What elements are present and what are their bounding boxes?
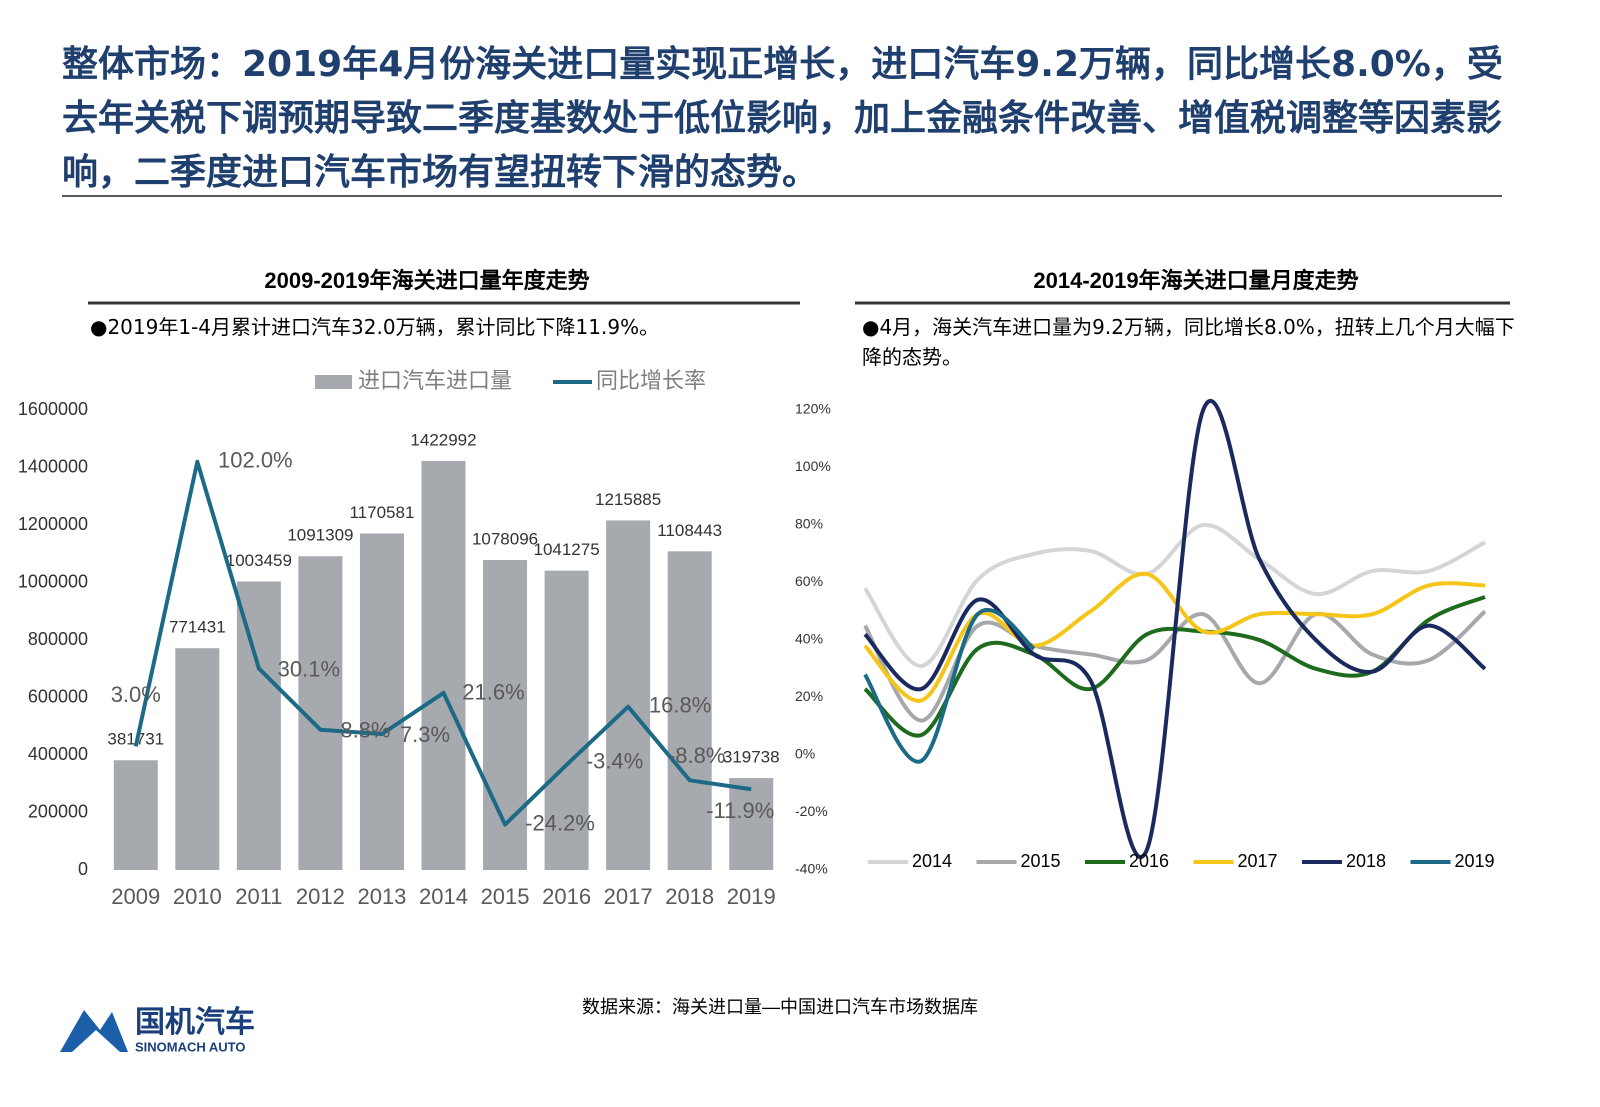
slide-title: 整体市场：2019年4月份海关进口量实现正增长，进口汽车9.2万辆，同比增长8.… (62, 44, 1503, 193)
y2-tick-label: 100% (795, 458, 831, 474)
logo: 国机汽车 SINOMACH AUTO (60, 1005, 255, 1054)
x-tick-label: 2010 (173, 884, 222, 909)
y2-tick-label: 60% (795, 573, 823, 589)
data-label: 1041275 (533, 540, 599, 559)
data-label: -8.8% (668, 743, 725, 768)
legend-label: 2016 (1129, 851, 1169, 871)
legend-label: 进口汽车进口量 (358, 368, 512, 393)
data-label: 1078096 (472, 530, 538, 549)
x-tick-label: 2009 (111, 884, 160, 909)
data-label: 1091309 (287, 526, 353, 545)
y-tick-label: 0 (78, 859, 88, 879)
data-label: 16.8% (649, 693, 711, 718)
data-label: 319738 (723, 748, 780, 767)
data-label: 1422992 (410, 430, 476, 449)
y2-tick-label: 120% (795, 401, 831, 417)
x-tick-label: 2019 (727, 884, 776, 909)
data-label: -11.9% (706, 798, 774, 823)
data-label: 1003459 (226, 551, 292, 570)
logo-mark (72, 1030, 120, 1052)
legend-label: 2015 (1021, 851, 1061, 871)
legend-label: 2018 (1346, 851, 1386, 871)
chart-note: ●2019年1-4月累计进口汽车32.0万辆，累计同比下降11.9%。 (90, 315, 660, 339)
y-tick-label: 1000000 (18, 571, 88, 591)
chart-title: 2014-2019年海关进口量月度走势 (1033, 268, 1358, 293)
bar (544, 570, 589, 870)
y-tick-label: 1400000 (18, 456, 88, 476)
bar (175, 648, 220, 870)
data-label: 7.3% (400, 722, 450, 747)
data-label: 1170581 (349, 503, 414, 522)
bar (421, 460, 466, 870)
legend-swatch (315, 375, 352, 389)
legend-label: 同比增长率 (596, 368, 706, 393)
y2-tick-label: 40% (795, 631, 823, 647)
x-tick-label: 2017 (604, 884, 653, 909)
legend-label: 2014 (912, 851, 952, 871)
chart-note: ●4月，海关汽车进口量为9.2万辆，同比增长8.0%，扭转上几个月大幅下降的态势… (862, 315, 1515, 369)
data-label: 102.0% (218, 448, 293, 473)
legend-label: 2017 (1238, 851, 1278, 871)
y-tick-label: 1200000 (18, 514, 88, 534)
series-line (863, 398, 1487, 860)
data-label: -24.2% (525, 810, 595, 835)
data-label: 8.8% (340, 718, 390, 743)
logo-mark (60, 1010, 128, 1052)
x-tick-label: 2016 (542, 884, 591, 909)
chart-title: 2009-2019年海关进口量年度走势 (264, 268, 589, 293)
y2-tick-label: 80% (795, 516, 823, 532)
x-tick-label: 2015 (481, 884, 530, 909)
data-label: 21.6% (462, 680, 524, 705)
logo-name: 国机汽车 (135, 1005, 255, 1039)
y2-tick-label: -40% (795, 861, 828, 877)
y2-tick-label: 0% (795, 746, 815, 762)
y-tick-label: 800000 (28, 629, 88, 649)
bar (359, 533, 404, 870)
source-note: 数据来源：海关进口量—中国进口汽车市场数据库 (582, 997, 978, 1017)
series-line (133, 459, 752, 827)
legend-label: 2019 (1455, 851, 1495, 871)
series-line (863, 608, 1036, 764)
y-tick-label: 200000 (28, 801, 88, 821)
bar (236, 581, 281, 870)
bar (667, 551, 712, 870)
y-tick-label: 600000 (28, 686, 88, 706)
x-tick-label: 2011 (235, 884, 282, 909)
y-tick-label: 1600000 (18, 399, 88, 419)
y2-tick-label: -20% (795, 803, 828, 819)
logo-english: SINOMACH AUTO (135, 1039, 246, 1054)
x-tick-label: 2012 (296, 884, 345, 909)
data-label: 3.0% (111, 682, 161, 707)
series-line (863, 523, 1486, 668)
x-tick-label: 2014 (419, 884, 468, 909)
y2-tick-label: 20% (795, 688, 823, 704)
x-tick-label: 2018 (665, 884, 714, 909)
data-label: 1215885 (595, 490, 661, 509)
data-label: -3.4% (586, 749, 643, 774)
y-tick-label: 400000 (28, 744, 88, 764)
data-label: 30.1% (278, 656, 340, 681)
bar (606, 520, 651, 870)
x-tick-label: 2013 (357, 884, 406, 909)
bar (729, 778, 774, 870)
data-label: 1108443 (657, 521, 722, 540)
bar (483, 560, 528, 870)
data-label: 771431 (169, 618, 226, 637)
series-line (863, 571, 1486, 703)
bar (113, 760, 158, 870)
